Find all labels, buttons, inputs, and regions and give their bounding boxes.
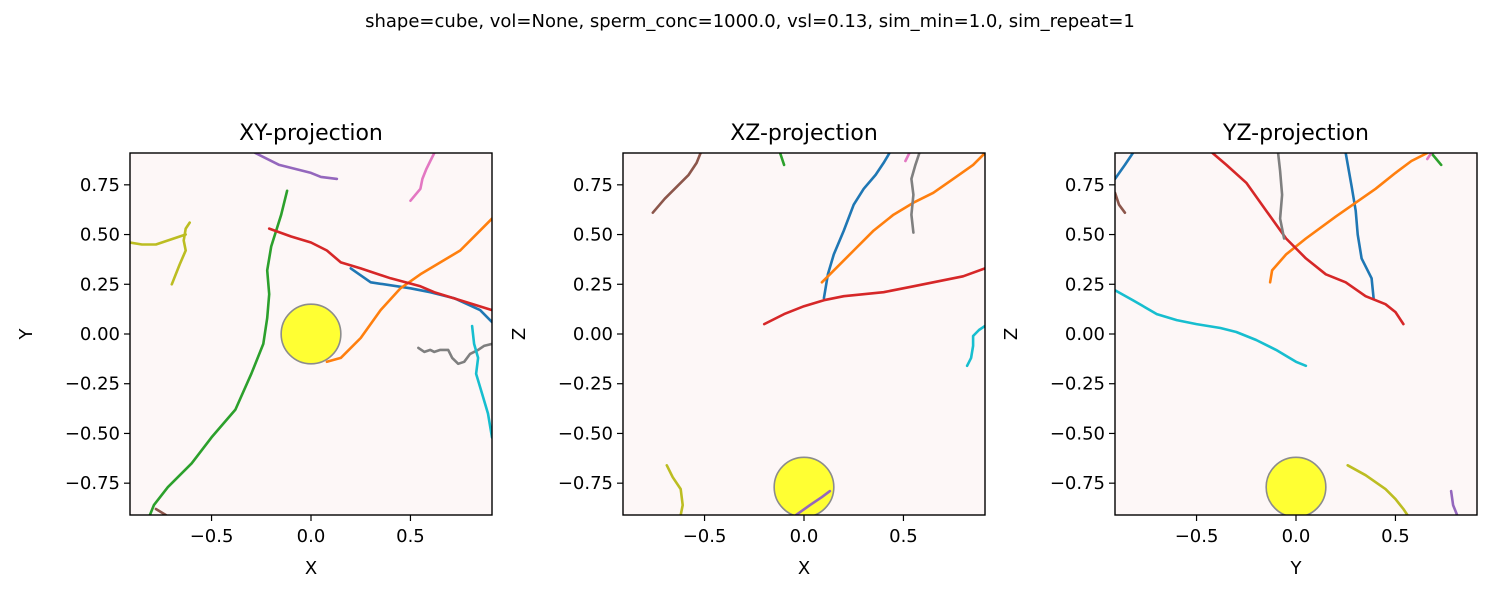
x-tick-label: 0.5	[889, 526, 918, 547]
plot-area	[651, 153, 985, 515]
trajectory-7	[1115, 191, 1127, 214]
trajectory-11	[470, 324, 492, 439]
y-tick-label: −0.25	[65, 374, 120, 395]
trajectory-10	[965, 324, 985, 368]
trajectory-4	[267, 227, 492, 312]
trajectory-9	[170, 221, 191, 286]
trajectory-2	[325, 217, 492, 364]
y-axis-label: Z	[509, 328, 530, 340]
panel-title: YZ-projection	[1222, 121, 1369, 146]
x-tick-label: 0.0	[790, 526, 819, 547]
trajectory-4	[1430, 153, 1443, 167]
y-tick-label: −0.75	[558, 473, 613, 494]
trajectory-1	[349, 267, 492, 324]
x-tick-label: −0.5	[1175, 526, 1219, 547]
x-tick-label: 0.5	[1381, 526, 1410, 547]
trajectory-7	[409, 153, 436, 202]
panel-title: XZ-projection	[730, 121, 878, 146]
y-tick-label: −0.50	[65, 423, 120, 444]
trajectory-6	[154, 507, 168, 515]
figure-suptitle: shape=cube, vol=None, sperm_conc=1000.0,…	[365, 11, 1135, 32]
trajectory-3	[1268, 153, 1429, 284]
y-tick-label: −0.25	[558, 374, 613, 395]
y-axis-label: Y	[16, 328, 37, 341]
x-tick-label: 0.5	[396, 526, 425, 547]
trajectory-8	[910, 153, 921, 234]
trajectory-8	[417, 342, 492, 366]
panel-xy-projection: −0.5 0.0 0.5 −0.75 −0.50 −0.25 0.00 0.25 0.50 0.7…	[16, 121, 493, 579]
trajectory-9	[1276, 153, 1286, 240]
trajectory-4	[762, 267, 985, 326]
egg-circle	[1265, 456, 1327, 515]
trajectory-5	[254, 153, 339, 181]
trajectory-1	[1344, 153, 1375, 300]
trajectory-2	[1115, 153, 1135, 181]
y-tick-label: 0.25	[1065, 274, 1105, 295]
trajectory-3	[778, 153, 786, 167]
x-tick-label: 0.0	[1282, 526, 1311, 547]
panel-xz-projection: −0.5 0.0 0.5 −0.75 −0.50 −0.25 0.00 0.25 0.50 0.7…	[509, 121, 986, 579]
y-tick-label: 0.25	[573, 274, 613, 295]
trajectory-7	[904, 153, 911, 163]
x-tick-label: −0.5	[190, 526, 234, 547]
y-tick-label: 0.00	[1065, 324, 1105, 345]
plot-background	[1115, 153, 1477, 515]
y-tick-label: 0.50	[1065, 225, 1105, 246]
panel-title: XY-projection	[239, 121, 383, 146]
y-tick-label: −0.25	[1050, 374, 1105, 395]
x-axis-label: X	[798, 558, 810, 579]
y-tick-label: 0.75	[573, 175, 613, 196]
x-axis-label: Y	[1290, 558, 1303, 579]
trajectory-10	[1346, 464, 1409, 515]
y-tick-label: 0.75	[80, 175, 120, 196]
x-axis-label: X	[305, 558, 317, 579]
y-tick-label: 0.75	[1065, 175, 1105, 196]
trajectory-11	[1115, 288, 1308, 368]
y-tick-label: 0.50	[573, 225, 613, 246]
trajectory-9	[665, 464, 684, 515]
trajectory-5	[794, 489, 832, 515]
trajectory-1	[822, 153, 891, 300]
x-tick-label: −0.5	[683, 526, 727, 547]
y-tick-label: −0.50	[1050, 423, 1105, 444]
panels: −0.5 0.0 0.5 −0.75 −0.50 −0.25 0.00 0.25 0.50 0.7…	[16, 121, 1478, 579]
plot-background	[623, 153, 985, 515]
x-tick-label: 0.0	[297, 526, 326, 547]
y-tick-label: −0.50	[558, 423, 613, 444]
trajectory-10	[130, 233, 187, 246]
y-tick-label: 0.00	[80, 324, 120, 345]
y-axis-label: Z	[1001, 328, 1022, 340]
trajectory-6	[1449, 489, 1459, 515]
trajectory-2	[820, 153, 985, 284]
trajectory-8	[1426, 153, 1433, 161]
plot-area	[130, 153, 492, 515]
y-tick-label: 0.00	[573, 324, 613, 345]
y-tick-label: 0.25	[80, 274, 120, 295]
trajectory-3	[148, 189, 289, 515]
trajectory-5	[1211, 153, 1405, 326]
trajectory-6	[651, 153, 702, 214]
y-tick-label: −0.75	[65, 473, 120, 494]
y-tick-label: −0.75	[1050, 473, 1105, 494]
panel-yz-projection: −0.5 0.0 0.5 −0.75 −0.50 −0.25 0.00 0.25 0.50 0.7…	[1001, 121, 1478, 579]
egg-circle	[280, 303, 342, 365]
plot-area	[1115, 153, 1459, 515]
y-tick-label: 0.50	[80, 225, 120, 246]
